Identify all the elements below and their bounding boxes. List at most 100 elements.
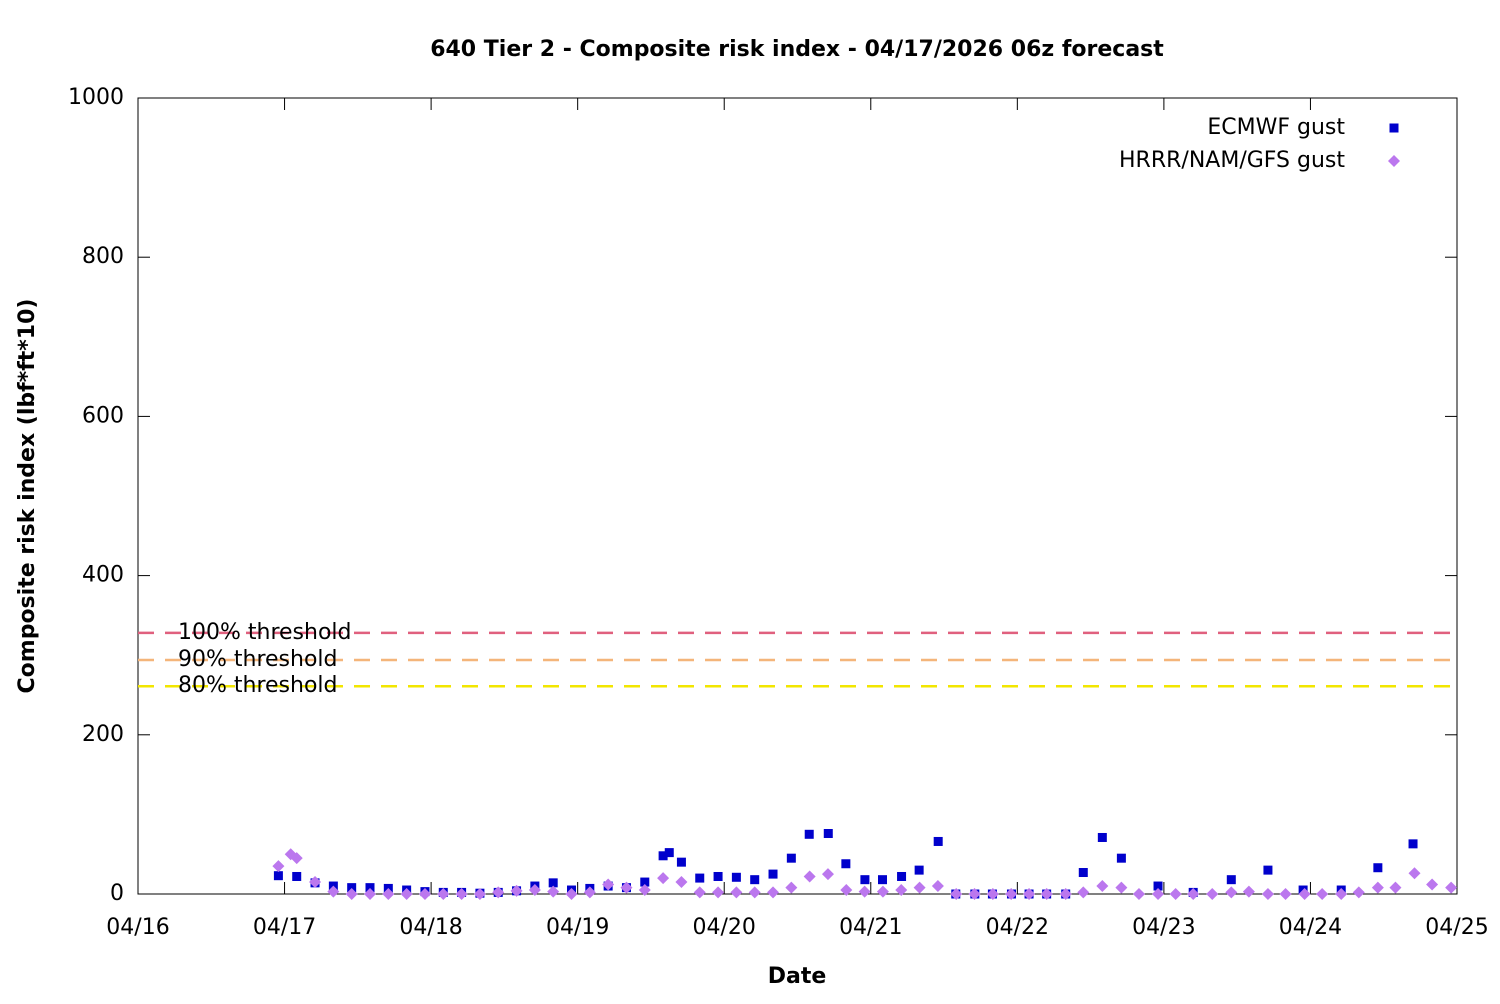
y-tick-label: 600: [82, 403, 124, 428]
x-tick-label: 04/20: [693, 915, 756, 940]
point: [363, 888, 376, 900]
point: [1352, 886, 1365, 899]
point: [804, 829, 814, 839]
y-axis-label: Composite risk index (lbf*ft*10): [15, 299, 40, 694]
point: [748, 886, 761, 899]
point: [272, 860, 285, 873]
x-tick-label: 04/25: [1425, 915, 1488, 940]
point: [1298, 888, 1311, 900]
point: [897, 871, 907, 881]
y-tick-label: 400: [82, 563, 124, 588]
point: [841, 859, 851, 869]
point: [803, 870, 816, 883]
point: [675, 876, 688, 889]
y-tick-label: 1000: [68, 85, 124, 110]
point: [821, 868, 834, 881]
x-tick-label: 04/19: [546, 915, 609, 940]
point: [1059, 888, 1072, 900]
point: [565, 888, 578, 900]
y-tick-label: 200: [82, 722, 124, 747]
point: [1023, 888, 1036, 900]
point: [382, 888, 395, 900]
point: [1373, 863, 1383, 873]
threshold-label: 100% threshold: [178, 620, 352, 645]
point: [840, 884, 853, 897]
point: [510, 884, 523, 897]
point: [768, 869, 778, 879]
point: [602, 878, 615, 891]
point: [1316, 888, 1329, 900]
point: [1077, 886, 1090, 899]
point: [345, 888, 358, 900]
point: [767, 886, 780, 899]
point: [1116, 853, 1126, 863]
threshold-label: 90% threshold: [178, 647, 338, 672]
point: [730, 886, 743, 899]
point: [638, 884, 651, 897]
point: [1096, 880, 1109, 893]
point: [913, 881, 926, 894]
point: [950, 888, 963, 900]
y-tick-label: 800: [82, 244, 124, 269]
point: [695, 873, 705, 883]
point: [1169, 888, 1182, 900]
point: [292, 871, 302, 881]
point: [895, 884, 908, 897]
point: [1153, 881, 1163, 891]
point: [273, 871, 283, 881]
legend-marker: [1388, 155, 1400, 167]
point: [786, 853, 796, 863]
point: [1335, 888, 1348, 900]
point: [731, 872, 741, 882]
point: [400, 888, 413, 900]
point: [418, 888, 431, 900]
x-tick-label: 04/21: [839, 915, 902, 940]
point: [878, 875, 888, 885]
point: [693, 886, 706, 899]
point: [712, 886, 725, 899]
point: [676, 857, 686, 867]
plot-frame: [137, 97, 1458, 895]
point: [1152, 888, 1165, 900]
point: [1426, 878, 1439, 891]
point: [347, 883, 357, 893]
point: [1389, 881, 1402, 894]
point: [492, 886, 505, 899]
legend-marker: [1389, 123, 1399, 133]
x-tick-label: 04/23: [1132, 915, 1195, 940]
point: [1097, 832, 1107, 842]
point: [931, 880, 944, 893]
point: [986, 888, 999, 900]
point: [1279, 888, 1292, 900]
y-tick-label: 0: [110, 881, 124, 906]
point: [547, 885, 560, 898]
point: [620, 881, 633, 894]
point: [1206, 888, 1219, 900]
point: [933, 836, 943, 846]
point: [1225, 886, 1238, 899]
point: [309, 876, 322, 889]
point: [583, 886, 596, 899]
point: [1005, 888, 1018, 900]
point: [290, 852, 303, 865]
point: [1132, 888, 1145, 900]
point: [1226, 875, 1236, 885]
point: [914, 865, 924, 875]
point: [750, 875, 760, 885]
point: [1408, 839, 1418, 849]
point: [365, 883, 375, 893]
point: [657, 872, 670, 885]
point: [1263, 865, 1273, 875]
point: [968, 888, 981, 900]
point: [640, 877, 650, 887]
x-tick-label: 04/22: [986, 915, 1049, 940]
x-tick-label: 04/24: [1279, 915, 1342, 940]
point: [473, 888, 486, 900]
point: [860, 875, 870, 885]
point: [1040, 888, 1053, 900]
point: [858, 885, 871, 898]
chart-title: 640 Tier 2 - Composite risk index - 04/1…: [430, 37, 1164, 62]
point: [528, 884, 541, 897]
point: [455, 888, 468, 900]
